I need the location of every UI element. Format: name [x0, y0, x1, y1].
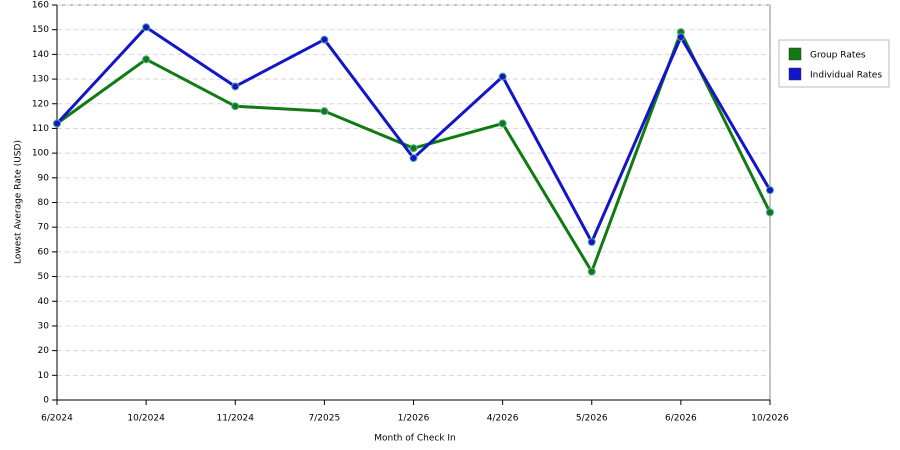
y-tick-label: 150 — [32, 25, 49, 35]
legend-label: Individual Rates — [810, 71, 882, 81]
y-tick-label: 90 — [38, 173, 50, 183]
legend-swatch — [788, 67, 802, 81]
data-point — [676, 33, 685, 42]
data-point — [766, 208, 774, 217]
data-point — [587, 238, 596, 246]
x-tick-label: 6/2024 — [41, 414, 73, 424]
y-tick-label: 10 — [38, 371, 50, 381]
x-tick-label: 5/2026 — [576, 414, 608, 424]
legend-label: Group Rates — [810, 51, 866, 61]
legend-swatch — [788, 47, 802, 61]
data-point — [320, 35, 329, 44]
data-point — [231, 82, 240, 91]
y-tick-label: 100 — [32, 149, 49, 159]
data-point — [498, 72, 507, 81]
y-tick-label: 60 — [38, 247, 50, 257]
x-tick-label: 4/2026 — [487, 414, 519, 424]
y-tick-label: 70 — [38, 223, 50, 233]
y-tick-label: 0 — [43, 396, 49, 406]
y-tick-label: 80 — [38, 198, 50, 208]
y-tick-label: 120 — [32, 99, 49, 109]
data-point — [587, 267, 596, 276]
data-point — [766, 186, 774, 195]
data-point — [142, 23, 151, 32]
y-axis-label: Lowest Average Rate (USD) — [14, 140, 24, 264]
data-point — [409, 144, 418, 153]
y-tick-label: 20 — [38, 346, 50, 356]
y-tick-label: 110 — [32, 124, 49, 134]
data-point — [142, 55, 151, 64]
x-tick-label: 10/2024 — [127, 414, 165, 424]
y-tick-label: 160 — [32, 1, 49, 11]
x-tick-label: 11/2024 — [217, 414, 255, 424]
y-tick-label: 50 — [38, 272, 50, 282]
data-point — [231, 102, 240, 111]
x-tick-label: 7/2025 — [309, 414, 341, 424]
y-tick-label: 140 — [32, 50, 49, 60]
y-tick-label: 40 — [38, 297, 50, 307]
data-point — [320, 107, 329, 116]
x-axis-label: Month of Check In — [374, 434, 456, 444]
y-tick-label: 30 — [38, 321, 50, 331]
data-point — [498, 119, 507, 128]
data-point — [53, 119, 61, 128]
y-tick-label: 130 — [32, 75, 49, 85]
data-point — [409, 154, 418, 163]
x-tick-label: 6/2026 — [665, 414, 697, 424]
x-tick-label: 1/2026 — [398, 414, 430, 424]
x-tick-label: 10/2026 — [751, 414, 789, 424]
